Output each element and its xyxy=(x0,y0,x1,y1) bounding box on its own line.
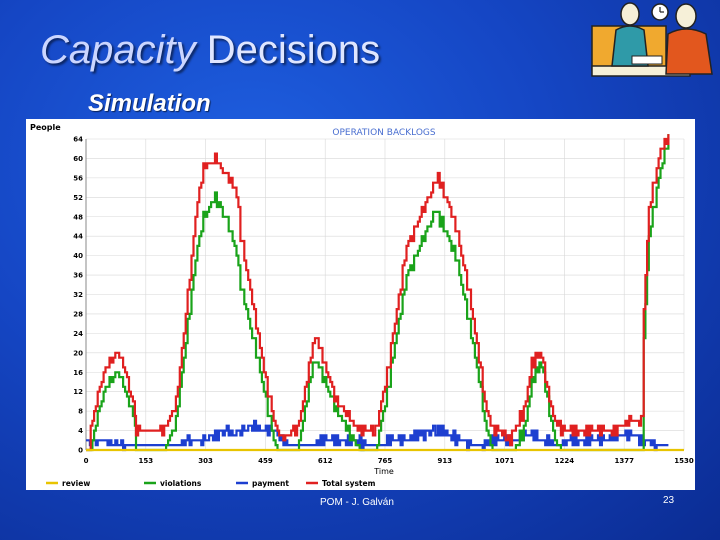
y-tick-label: 60 xyxy=(73,155,83,163)
y-tick-label: 12 xyxy=(73,388,83,396)
legend-label: review xyxy=(62,479,90,488)
legend-label: payment xyxy=(252,479,289,488)
chart-canvas: People OPERATION BACKLOGS Time 048121620… xyxy=(30,123,694,488)
x-tick-label: 1224 xyxy=(555,457,575,465)
slide-title-rest: Decisions xyxy=(195,28,381,72)
y-tick-label: 0 xyxy=(78,447,83,455)
x-tick-label: 303 xyxy=(198,457,213,465)
y-axis-label: People xyxy=(30,123,61,132)
y-tick-label: 40 xyxy=(73,252,83,260)
x-tick-label: 1530 xyxy=(674,457,694,465)
x-tick-label: 153 xyxy=(138,457,153,465)
x-tick-label: 612 xyxy=(318,457,333,465)
legend-label: violations xyxy=(160,479,202,488)
slide-footer: POM - J. Galván xyxy=(320,497,394,508)
y-tick-label: 52 xyxy=(73,194,83,202)
series-line-total-system xyxy=(86,134,670,452)
people-meeting-clipart xyxy=(591,2,713,77)
x-tick-label: 1071 xyxy=(495,457,515,465)
x-tick-label: 459 xyxy=(258,457,273,465)
y-tick-label: 36 xyxy=(73,272,83,280)
x-axis-label: Time xyxy=(373,467,394,476)
y-tick-label: 56 xyxy=(73,174,83,182)
operation-backlogs-chart: People OPERATION BACKLOGS Time 0 4 8 12 16 20… xyxy=(26,119,695,490)
series-line-payment xyxy=(86,419,669,452)
y-tick-label: 4 xyxy=(78,427,83,435)
y-tick-label: 20 xyxy=(73,349,83,357)
slide-number: 23 xyxy=(663,495,675,506)
y-tick-label: 28 xyxy=(73,310,83,318)
x-tick-label: 913 xyxy=(437,457,452,465)
y-tick-label: 48 xyxy=(73,213,83,221)
y-tick-label: 8 xyxy=(78,408,83,416)
y-tick-label: 32 xyxy=(73,291,83,299)
legend-label: Total system xyxy=(322,479,376,488)
x-tick-label: 765 xyxy=(378,457,393,465)
chart-title: OPERATION BACKLOGS xyxy=(332,128,435,138)
y-tick-label: 16 xyxy=(73,369,83,377)
x-tick-label: 0 xyxy=(84,457,89,465)
series-line-violations xyxy=(86,134,670,452)
y-tick-label: 24 xyxy=(73,330,83,338)
x-tick-label: 1377 xyxy=(614,457,634,465)
slide-title: Capacity Decisions xyxy=(40,28,380,73)
y-tick-label: 64 xyxy=(73,136,83,144)
y-tick-label: 44 xyxy=(73,233,83,241)
slide-title-italic: Capacity xyxy=(40,28,196,72)
slide-subtitle: Simulation xyxy=(88,90,211,117)
